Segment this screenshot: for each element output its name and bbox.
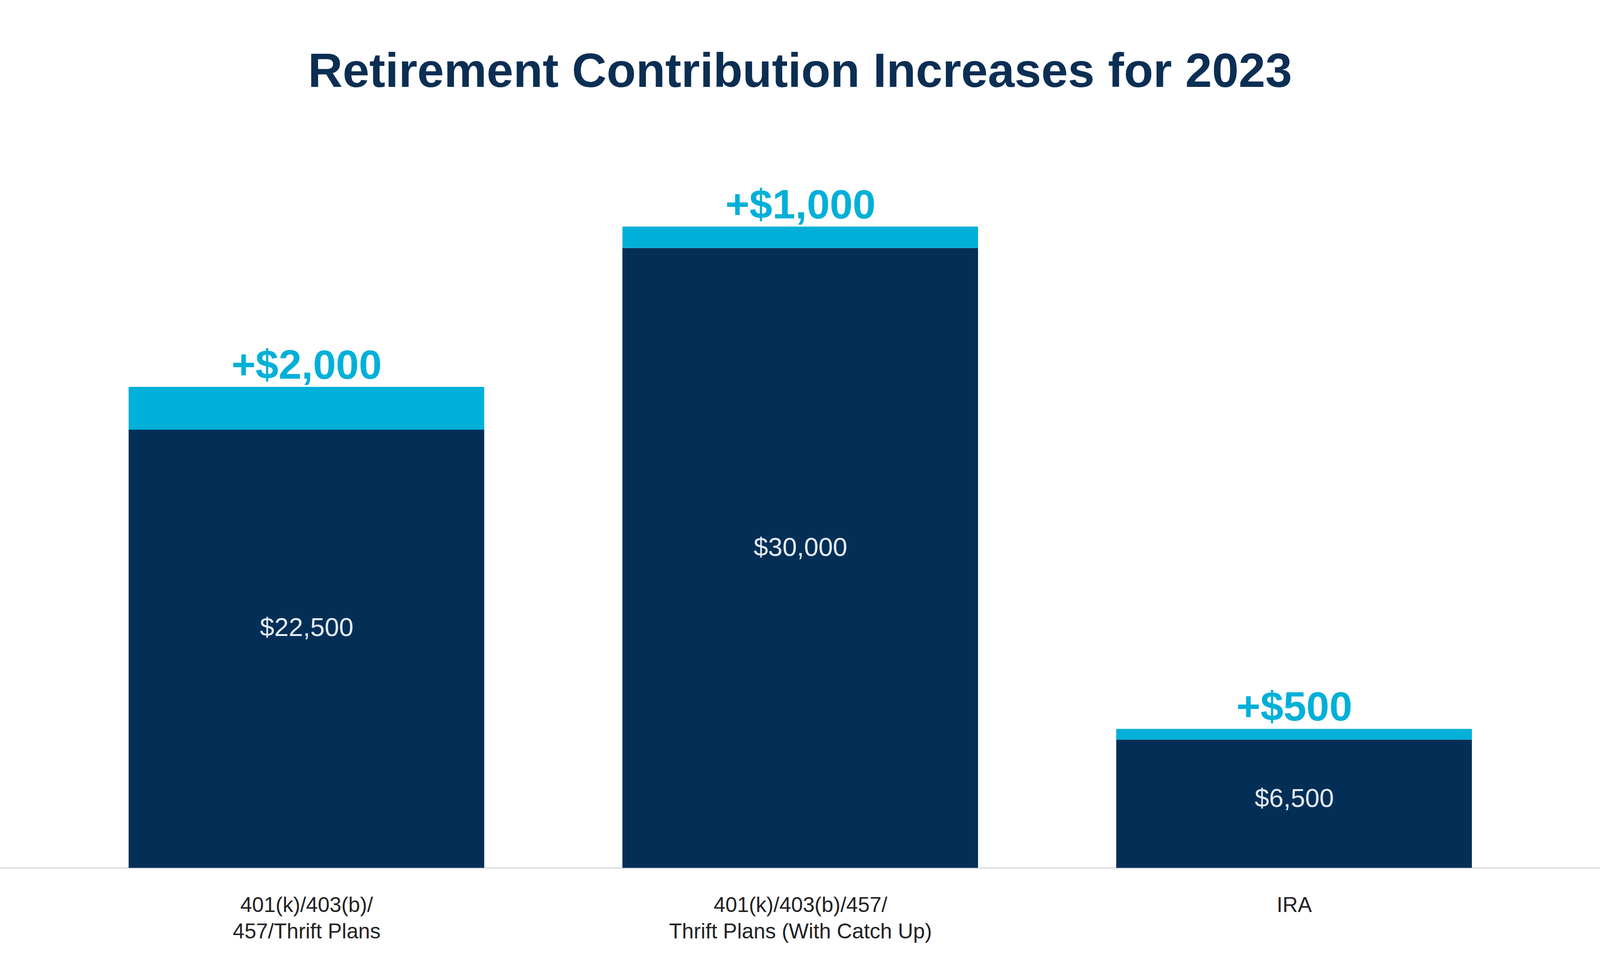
svg-text:401(k)/403(b)/457/Thrift Plans: 401(k)/403(b)/457/Thrift Plans (With Cat…	[668, 892, 932, 943]
svg-text:+$1,000: +$1,000	[725, 180, 876, 227]
html-text:Retirement Contribution Increa: Retirement Contribution Increases for 20…	[307, 43, 1293, 97]
svg-text:401(k)/403(b)/457/Thrift Plans: 401(k)/403(b)/457/Thrift Plans	[232, 892, 381, 943]
svg-text:+$2,000: +$2,000	[231, 341, 382, 388]
svg-text:IRA: IRA	[1276, 892, 1313, 917]
svg-text:$6,500: $6,500	[1254, 783, 1334, 812]
svg-text:$30,000: $30,000	[753, 532, 848, 562]
svg-text:$22,500: $22,500	[259, 612, 354, 642]
svg-text:+$500: +$500	[1236, 682, 1353, 729]
